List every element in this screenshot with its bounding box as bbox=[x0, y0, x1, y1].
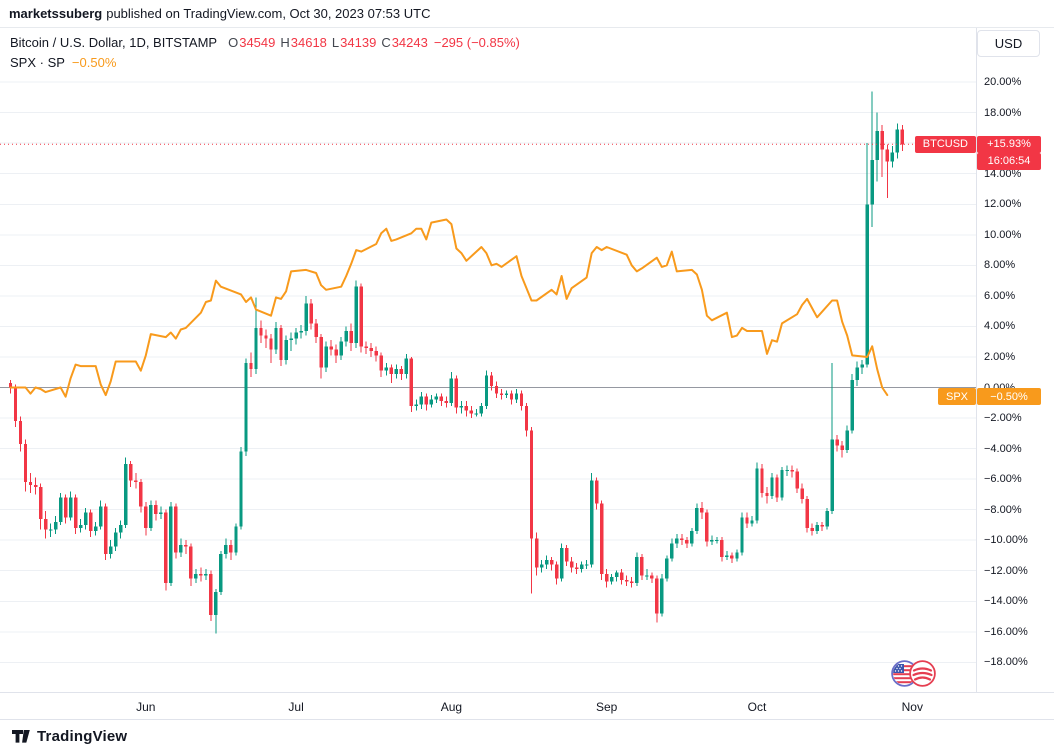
chart-legend: Bitcoin / U.S. Dollar, 1D, BITSTAMP O3454… bbox=[10, 33, 520, 73]
low-value: 34139 bbox=[340, 35, 377, 50]
x-axis-label: Jul bbox=[288, 700, 304, 714]
price-axis[interactable]: 20.00%18.00%16.00%14.00%12.00%10.00%8.00… bbox=[976, 28, 1054, 692]
high-value: 34618 bbox=[290, 35, 327, 50]
tradingview-logo-icon bbox=[12, 730, 30, 743]
y-axis-label: 8.00% bbox=[984, 259, 1016, 272]
y-axis-label: −8.00% bbox=[984, 503, 1022, 516]
tradingview-logo[interactable]: TradingView bbox=[12, 728, 127, 745]
price-chart[interactable] bbox=[0, 28, 976, 692]
spx-price-flag: SPX bbox=[937, 388, 976, 406]
x-axis-label: Sep bbox=[596, 700, 618, 714]
x-axis-label: Aug bbox=[440, 700, 463, 714]
btcusd-price-flag: BTCUSD bbox=[914, 135, 976, 153]
ohlc-values: O34549 H34618 L34139 C34243 −295 (−0.85%) bbox=[223, 35, 520, 50]
symbol-title[interactable]: Bitcoin / U.S. Dollar, 1D, BITSTAMP bbox=[10, 35, 218, 50]
y-axis-label: 12.00% bbox=[984, 198, 1022, 211]
footer-bar: TradingView bbox=[0, 719, 1054, 753]
bar-countdown-badge: 16:06:54 bbox=[977, 152, 1041, 170]
y-axis-label: −6.00% bbox=[984, 473, 1022, 486]
spx-line bbox=[9, 218, 889, 398]
spx-flag-label: SPX bbox=[945, 390, 968, 403]
y-axis-label: −14.00% bbox=[984, 595, 1028, 608]
y-axis-label: −16.00% bbox=[984, 625, 1028, 638]
legend-row-spx: SPX · SP −0.50% bbox=[10, 53, 520, 73]
open-value: 34549 bbox=[239, 35, 276, 50]
btcusd-flag-label: BTCUSD bbox=[922, 138, 968, 151]
published-bar: marketssuberg published on TradingView.c… bbox=[0, 0, 1054, 28]
published-text: published on TradingView.com, Oct 30, 20… bbox=[106, 6, 431, 21]
x-axis-label: Nov bbox=[901, 700, 923, 714]
close-value: 34243 bbox=[391, 35, 428, 50]
compare-change: −0.50% bbox=[71, 55, 117, 70]
y-axis-label: −18.00% bbox=[984, 656, 1028, 669]
published-username: marketssuberg bbox=[9, 6, 103, 21]
y-axis-label: −10.00% bbox=[984, 534, 1028, 547]
btc-candles bbox=[8, 91, 904, 634]
y-axis-label: −4.00% bbox=[984, 442, 1022, 455]
open-label: O bbox=[228, 35, 239, 50]
red-flag-icon bbox=[909, 660, 936, 687]
currency-toggle-button[interactable]: USD bbox=[977, 30, 1040, 57]
y-axis-label: 10.00% bbox=[984, 228, 1022, 241]
time-axis[interactable]: Jun Jul Aug Sep Oct Nov bbox=[0, 692, 1054, 719]
close-label: C bbox=[381, 35, 391, 50]
y-axis-label: −12.00% bbox=[984, 564, 1028, 577]
gridlines bbox=[0, 81, 976, 663]
compare-symbol-title[interactable]: SPX · SP bbox=[10, 55, 65, 70]
x-axis-label: Oct bbox=[747, 700, 767, 714]
y-axis-label: −2.00% bbox=[984, 412, 1022, 425]
low-label: L bbox=[331, 35, 340, 50]
reaction-icons bbox=[891, 660, 936, 687]
y-axis-label: 18.00% bbox=[984, 106, 1022, 119]
daily-change: −295 (−0.85%) bbox=[433, 35, 520, 50]
tradingview-logo-text: TradingView bbox=[37, 728, 128, 745]
spx-change-badge: −0.50% bbox=[977, 388, 1041, 406]
legend-row-btc: Bitcoin / U.S. Dollar, 1D, BITSTAMP O3454… bbox=[10, 33, 520, 53]
high-label: H bbox=[280, 35, 290, 50]
y-axis-label: 2.00% bbox=[984, 350, 1016, 363]
x-axis-label: Jun bbox=[136, 700, 156, 714]
y-axis-label: 6.00% bbox=[984, 289, 1016, 302]
y-axis-label: 4.00% bbox=[984, 320, 1016, 333]
btcusd-change-badge: +15.93% bbox=[977, 135, 1041, 153]
y-axis-label: 14.00% bbox=[984, 167, 1022, 180]
y-axis-label: 20.00% bbox=[984, 76, 1022, 89]
